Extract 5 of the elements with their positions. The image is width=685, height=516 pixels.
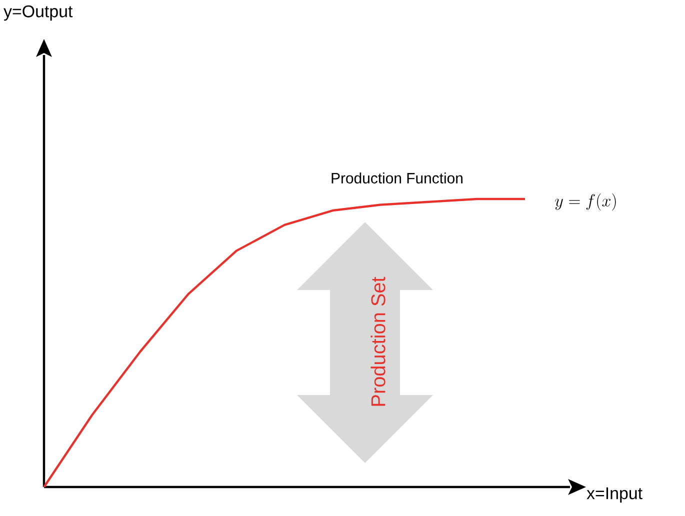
- text: y=Output: [4, 5, 73, 21]
- text: Production Function: [332, 172, 462, 184]
- annotation: Production Set: [370, 276, 386, 406]
- annotation: $y = f(x)$: [555, 193, 616, 211]
- x-axis-title: x=Input: [586, 487, 642, 503]
